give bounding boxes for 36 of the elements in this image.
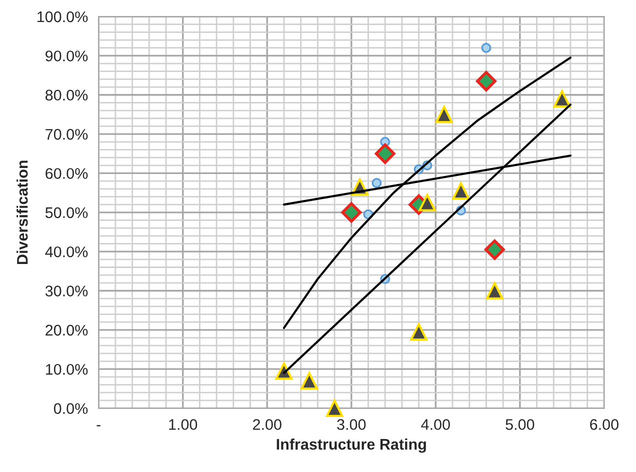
x-tick-label: 2.00 [253,419,282,430]
x-tick-label: 4.00 [421,419,450,430]
y-tick-label: 10.0% [46,364,88,375]
y-tick-label: 60.0% [46,168,88,179]
y-tick-label: 90.0% [46,50,88,62]
x-axis-title: Infrastructure Rating [276,438,426,453]
x-tick-label: - [96,425,100,426]
y-tick-label: 100.0% [38,11,88,22]
point [300,372,318,390]
point [372,178,382,188]
point [476,70,496,92]
y-tick-label: 80.0% [46,90,88,101]
y-tick-label: 30.0% [45,286,88,296]
point [275,362,293,380]
point [410,323,428,341]
x-tick-label: 6.00 [590,419,618,430]
y-tick-label: 50.0% [45,207,88,218]
point [484,239,505,260]
point [452,182,470,200]
point [486,282,504,300]
y-tick-label: 20.0% [46,324,88,336]
x-tick-label: 1.00 [169,419,198,430]
y-tick-label: 70.0% [46,128,88,140]
point [553,90,571,108]
point [374,143,396,164]
y-axis-title: Diversification [16,160,28,264]
point [435,106,453,124]
x-tick-label: 5.00 [506,419,534,430]
y-tick-label: 40.0% [45,246,88,258]
point [481,42,492,53]
line-series [282,56,572,330]
y-tick-label: 0.0% [54,403,88,414]
point [341,202,362,223]
x-tick-label: 3.00 [337,419,366,430]
point [418,194,436,212]
point [326,400,344,417]
